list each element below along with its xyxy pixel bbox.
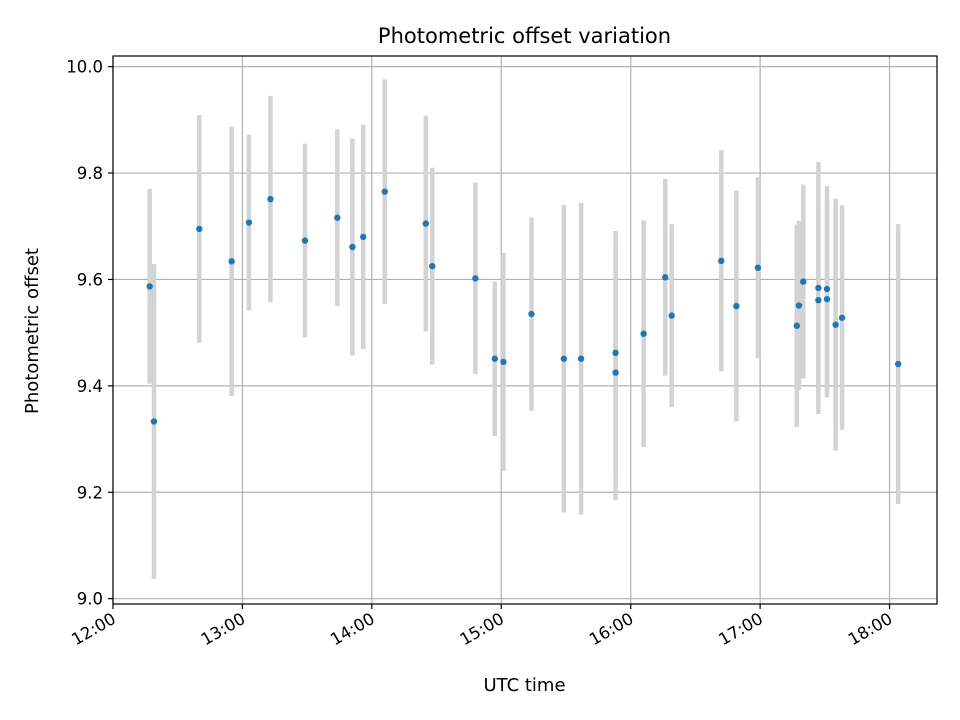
data-point <box>754 264 762 271</box>
data-point <box>832 321 839 328</box>
data-point <box>823 285 831 293</box>
data-point <box>800 278 807 285</box>
data-point <box>718 257 725 265</box>
y-tick-label: 10.0 <box>66 58 103 77</box>
data-point <box>360 233 367 241</box>
data-point <box>838 314 846 321</box>
data-point <box>429 262 436 270</box>
data-point <box>301 237 309 244</box>
data-point <box>500 358 507 366</box>
data-point <box>334 214 341 221</box>
data-point <box>793 322 800 329</box>
data-point <box>228 258 235 265</box>
data-point <box>612 349 619 357</box>
y-tick-label: 9.8 <box>77 164 103 183</box>
data-point <box>560 355 568 362</box>
y-axis-ticks: 9.0 9.2 9.4 9.6 9.8 10.0 <box>66 58 113 609</box>
data-point <box>267 195 274 203</box>
y-axis-label: Photometric offset <box>22 248 43 414</box>
data-point <box>349 243 356 251</box>
data-point <box>245 219 253 226</box>
data-point <box>795 302 803 309</box>
x-axis-label: UTC time <box>483 675 565 696</box>
data-point <box>528 310 535 318</box>
data-point <box>491 355 499 362</box>
y-tick-label: 9.4 <box>77 377 103 396</box>
data-point <box>577 355 585 362</box>
data-point <box>640 330 647 337</box>
data-point <box>815 284 822 292</box>
data-point <box>472 275 479 282</box>
y-tick-label: 9.2 <box>77 483 103 502</box>
data-point <box>733 302 740 310</box>
data-point <box>662 274 669 281</box>
y-tick-label: 9.0 <box>77 590 103 609</box>
data-point <box>150 418 158 425</box>
plot-frame <box>112 55 938 605</box>
data-point <box>381 188 388 195</box>
data-point <box>815 297 822 304</box>
y-tick-label: 9.6 <box>77 270 103 289</box>
data-point <box>422 220 429 227</box>
chart-title: Photometric offset variation <box>378 24 671 48</box>
data-point <box>196 225 203 233</box>
data-point <box>894 360 902 368</box>
data-point <box>146 283 153 290</box>
data-point <box>612 369 619 376</box>
data-point <box>668 312 675 319</box>
data-point <box>823 295 831 303</box>
data-points <box>146 188 902 425</box>
